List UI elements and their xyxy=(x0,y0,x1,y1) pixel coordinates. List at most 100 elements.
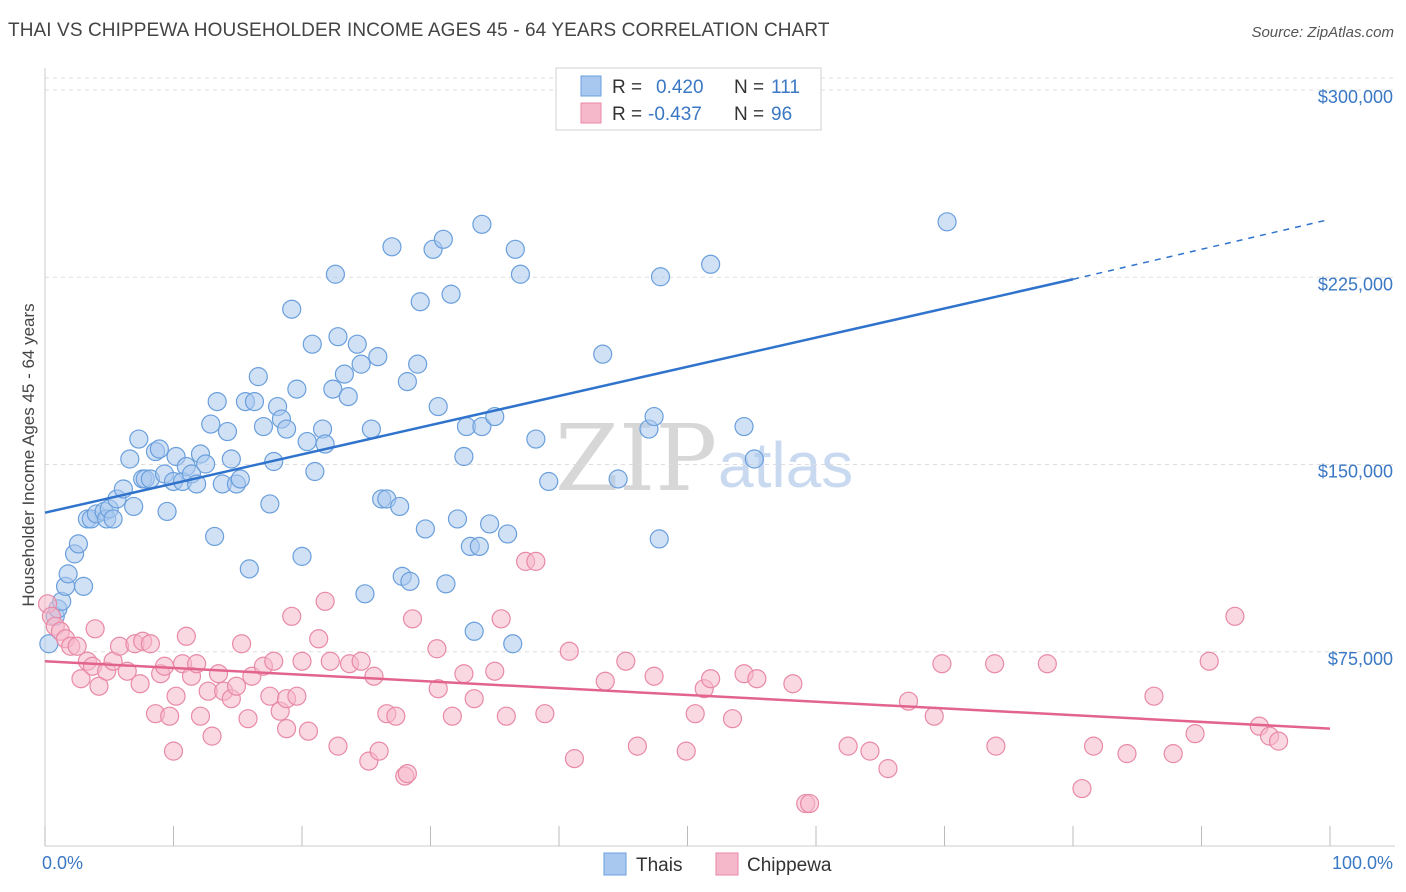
thais-point xyxy=(196,454,216,474)
thais-point xyxy=(469,536,489,557)
thais-point xyxy=(221,449,241,469)
legend-r-label: R = xyxy=(612,104,642,125)
thais-point xyxy=(157,501,177,522)
thais-point xyxy=(248,367,268,387)
chippewa-point xyxy=(140,634,160,654)
thais-point xyxy=(472,416,492,437)
chippewa-point xyxy=(1037,654,1057,674)
chippewa-point xyxy=(208,664,229,684)
thais-point xyxy=(505,239,525,259)
chippewa-point xyxy=(924,706,944,726)
chippewa-point xyxy=(364,666,384,686)
bottom-legend-swatch-thais xyxy=(603,852,627,876)
chippewa-point xyxy=(986,736,1006,756)
chippewa-point xyxy=(232,634,252,654)
thais-point xyxy=(230,469,250,489)
chippewa-trend-line xyxy=(44,659,1331,730)
thais-point xyxy=(239,559,259,579)
thais-point xyxy=(323,379,343,399)
legend-box: R = 0.420 N = 111 R = -0.437 N = 96 xyxy=(555,67,822,131)
thais-point xyxy=(649,529,669,549)
chippewa-point xyxy=(427,639,447,659)
chippewa-point xyxy=(402,609,423,629)
y-axis-label: Householder Income Ages 45 - 64 years xyxy=(19,303,38,606)
thais-point xyxy=(539,471,559,492)
chippewa-point xyxy=(676,741,696,761)
thais-point xyxy=(253,416,274,437)
chippewa-point xyxy=(1144,686,1164,706)
chippewa-point xyxy=(559,641,579,661)
chippewa-point xyxy=(644,666,664,686)
legend-n-label: N = xyxy=(734,104,764,125)
thais-point xyxy=(382,237,402,257)
thais-point xyxy=(217,421,238,442)
thais-point xyxy=(334,364,355,384)
source-label: Source: ZipAtlas.com xyxy=(1251,24,1394,41)
thais-point xyxy=(361,419,381,439)
chippewa-point xyxy=(160,706,180,726)
chippewa-point xyxy=(491,609,511,629)
legend-n-label: N = xyxy=(734,77,764,98)
chippewa-point xyxy=(685,704,705,724)
thais-point xyxy=(292,546,312,566)
thais-point xyxy=(480,514,500,534)
legend-n-value: 111 xyxy=(771,77,800,98)
chippewa-point xyxy=(238,709,258,729)
chippewa-point xyxy=(264,651,284,671)
axis-layer: $75,000 $150,000 $225,000 $300,000 0.0% 100.0… xyxy=(42,68,1395,873)
legend-r-value: -0.437 xyxy=(648,104,702,125)
chippewa-point xyxy=(176,626,196,646)
thais-point xyxy=(302,334,322,354)
chippewa-point xyxy=(747,669,767,689)
chippewa-point xyxy=(799,793,820,814)
thais-point xyxy=(287,379,307,399)
chart-title: THAI VS CHIPPEWA HOUSEHOLDER INCOME AGES… xyxy=(8,20,830,41)
chippewa-point xyxy=(85,619,105,639)
thais-point xyxy=(124,496,144,517)
chippewa-point xyxy=(386,706,406,726)
chippewa-point xyxy=(282,606,302,626)
chippewa-point xyxy=(397,763,417,784)
thais-point xyxy=(744,449,764,469)
chippewa-point xyxy=(320,651,340,671)
chippewa-point xyxy=(860,741,880,761)
thais-point xyxy=(205,526,225,547)
thais-point xyxy=(58,564,78,584)
thais-point xyxy=(472,214,492,234)
chippewa-point xyxy=(485,661,505,681)
y-tick-label: $75,000 xyxy=(1328,649,1393,669)
points-layer xyxy=(37,212,1289,814)
chippewa-point xyxy=(595,671,615,691)
chippewa-point xyxy=(369,741,389,761)
thais-point xyxy=(428,396,448,417)
thais-point xyxy=(201,414,221,434)
chippewa-point xyxy=(309,629,329,649)
thais-point xyxy=(207,391,227,412)
thais-point xyxy=(244,391,265,412)
chippewa-point xyxy=(276,719,297,739)
chippewa-point xyxy=(163,741,184,761)
chippewa-point xyxy=(1199,651,1219,671)
thais-point xyxy=(441,284,461,304)
chippewa-point xyxy=(783,674,803,694)
chippewa-point xyxy=(496,706,516,726)
thais-point xyxy=(347,334,367,354)
y-tick-label: $225,000 xyxy=(1318,274,1393,294)
thais-point xyxy=(510,264,531,284)
chippewa-point xyxy=(1163,744,1183,764)
thais-point xyxy=(305,461,325,482)
thais-point xyxy=(368,347,388,367)
chippewa-point xyxy=(838,736,858,756)
chippewa-point xyxy=(564,749,585,769)
y-tick-label: $300,000 xyxy=(1318,87,1393,107)
thais-trend-extension xyxy=(1072,218,1331,280)
legend-swatch-chippewa xyxy=(580,102,602,124)
trend-layer xyxy=(44,218,1331,730)
thais-point xyxy=(701,254,721,274)
thais-point xyxy=(390,496,410,517)
thais-point xyxy=(328,327,348,347)
chippewa-point xyxy=(701,669,721,689)
thais-point xyxy=(734,416,754,437)
chippewa-point xyxy=(442,706,462,726)
